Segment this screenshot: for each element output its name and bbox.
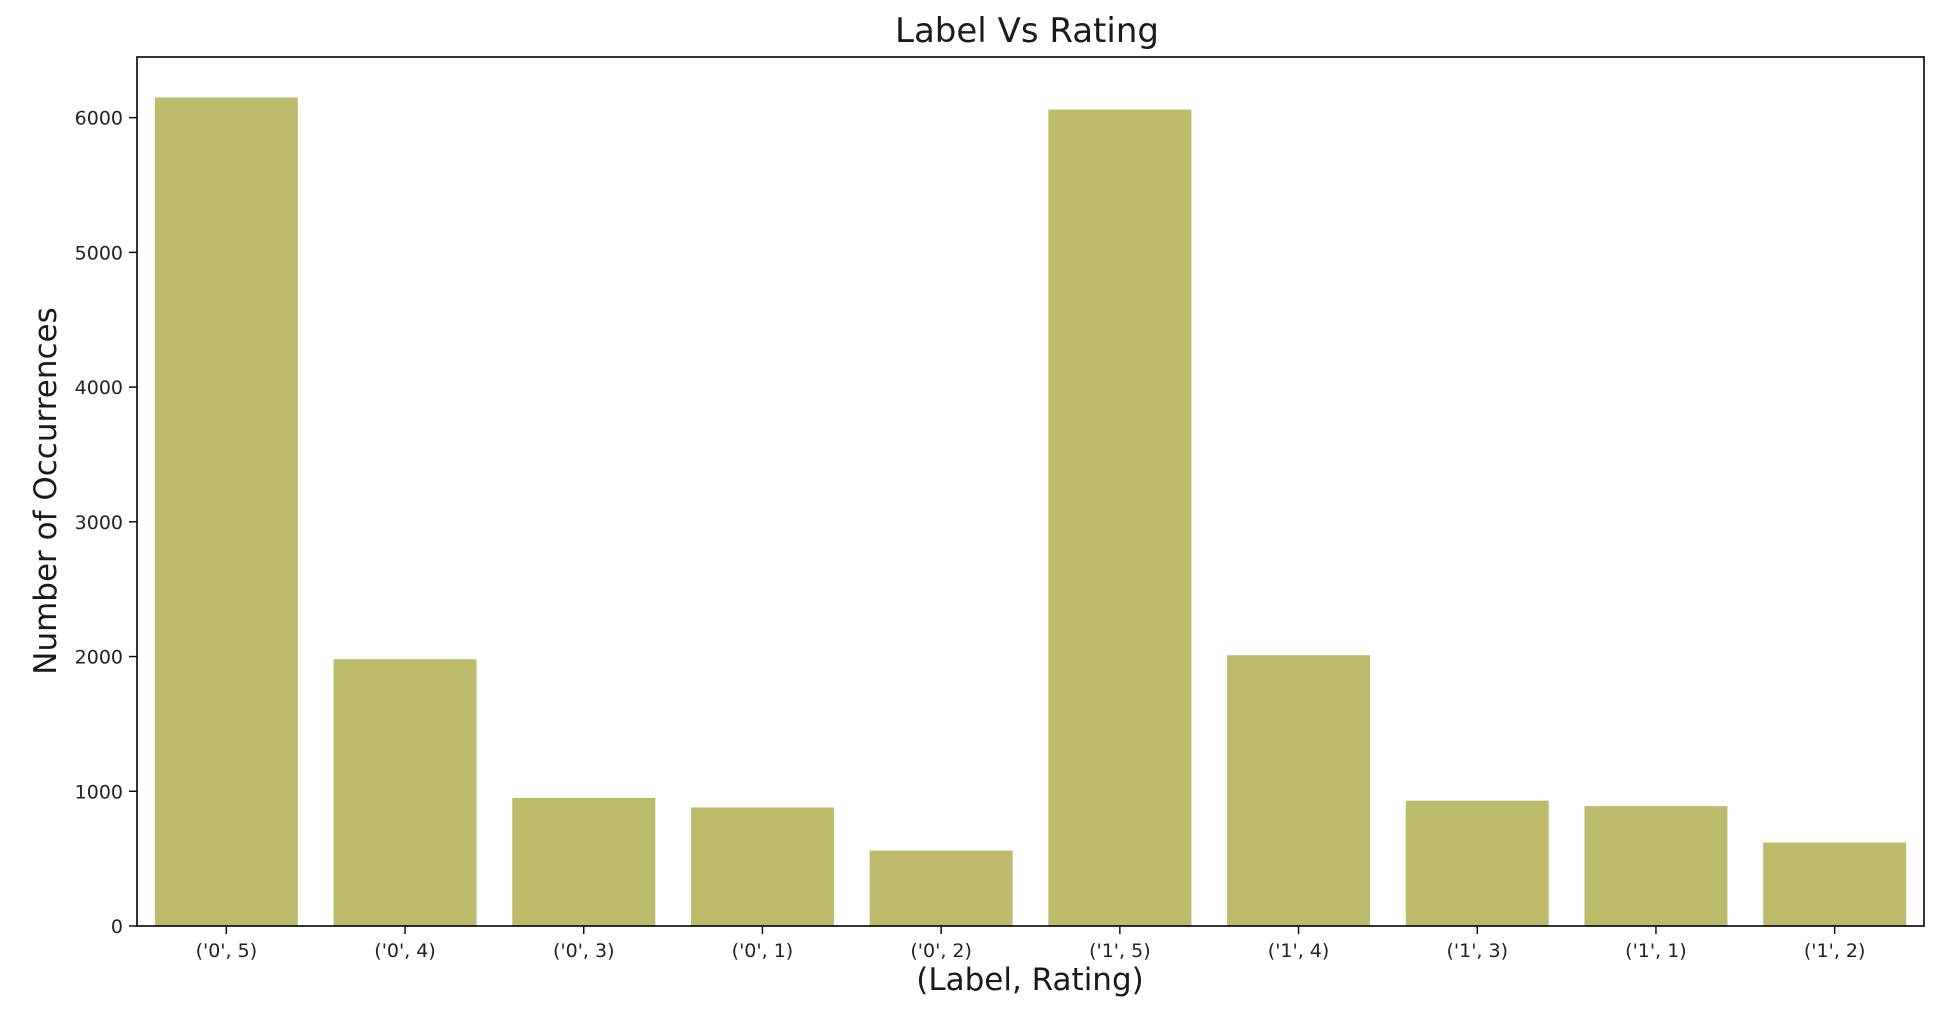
bars-group (154, 97, 1907, 927)
x-tick-label: ('1', 1) (1625, 940, 1687, 962)
bar (1584, 806, 1728, 926)
x-tick-label: ('1', 3) (1446, 940, 1508, 962)
chart-title: Label Vs Rating (895, 11, 1159, 51)
x-tick-label: ('1', 2) (1804, 940, 1866, 962)
bar (154, 97, 298, 927)
x-tick-label: ('1', 5) (1089, 940, 1151, 962)
x-tick-label: ('0', 5) (196, 940, 258, 962)
bar (1048, 109, 1192, 926)
y-tick-label: 1000 (75, 781, 123, 803)
x-tick-label: ('0', 3) (553, 940, 615, 962)
bar (869, 850, 1013, 926)
bar (512, 798, 656, 926)
y-tick-label: 5000 (75, 242, 123, 264)
bar (333, 659, 477, 926)
bar (1405, 800, 1549, 926)
bar (1227, 655, 1371, 926)
y-tick-label: 3000 (75, 512, 123, 534)
bar (690, 807, 834, 926)
y-tick-label: 2000 (75, 647, 123, 669)
x-axis-title: (Label, Rating) (916, 962, 1143, 998)
y-axis-title: Number of Occurrences (28, 307, 64, 675)
y-tick-label: 6000 (75, 108, 123, 130)
bar (1763, 842, 1907, 926)
x-tick-label: ('0', 4) (374, 940, 436, 962)
x-tick-label: ('0', 2) (910, 940, 972, 962)
x-tick-label: ('0', 1) (732, 940, 794, 962)
x-tick-label: ('1', 4) (1268, 940, 1330, 962)
y-axis-ticks: 0 1000 2000 3000 4000 5000 6000 (75, 108, 137, 938)
plot-frame (136, 56, 1925, 927)
y-tick-label: 4000 (75, 377, 123, 399)
y-tick-label: 0 (111, 916, 123, 938)
x-axis-ticks: ('0', 5) ('0', 4) ('0', 3) ('0', 1) ('0', 2)… (196, 926, 1866, 962)
